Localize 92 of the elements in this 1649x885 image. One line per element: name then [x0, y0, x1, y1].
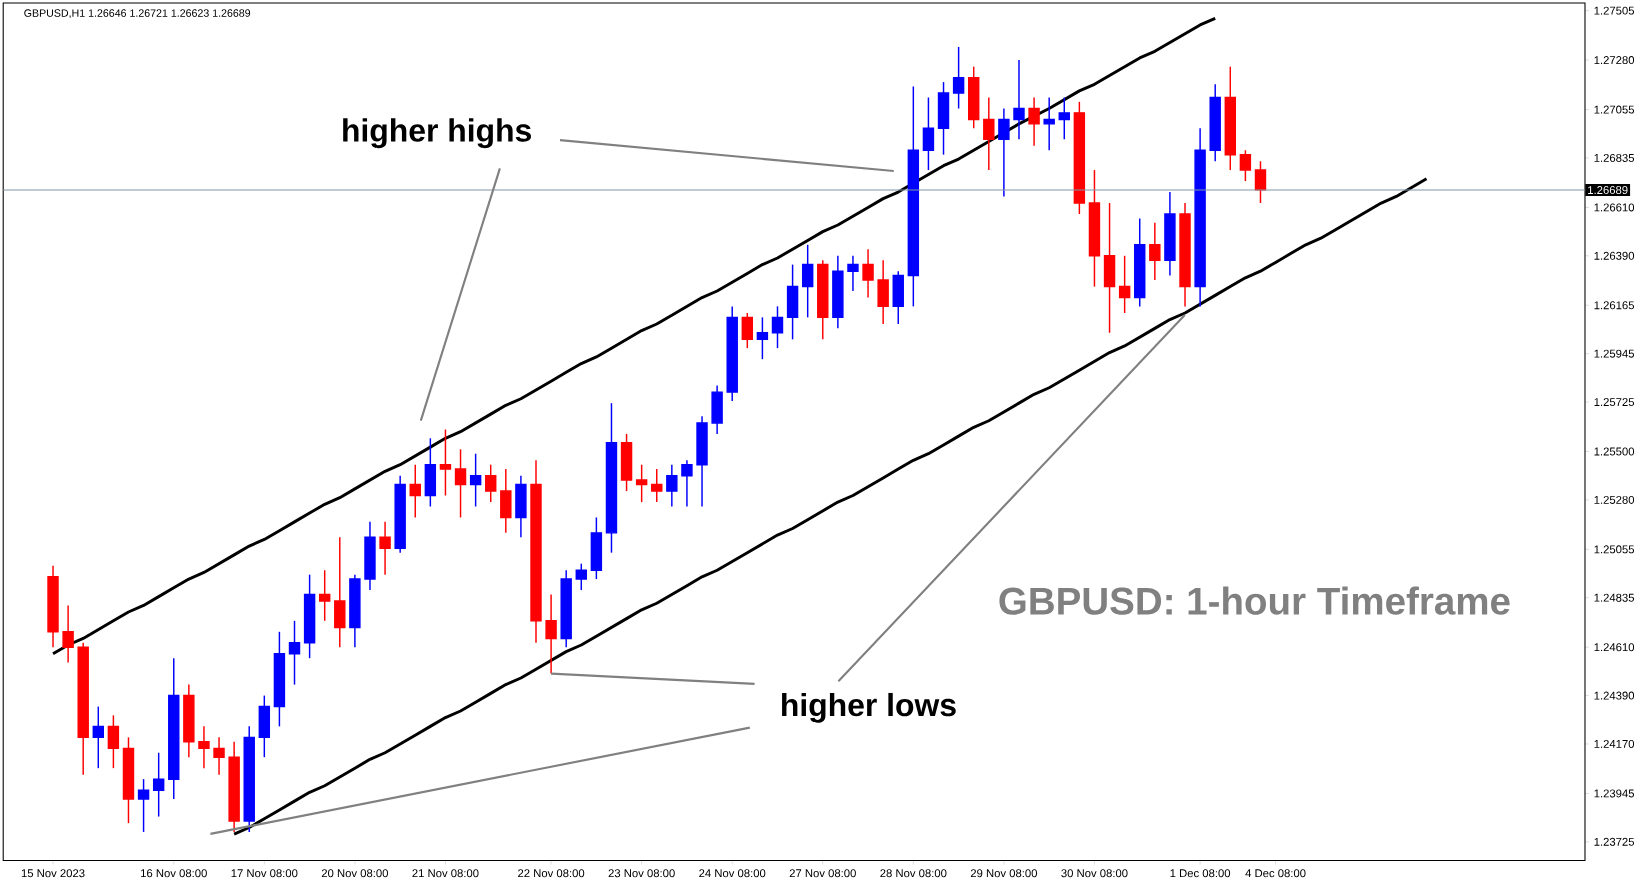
candlestick [62, 604, 74, 664]
candlestick [1179, 202, 1191, 308]
y-tick-label: 1.26165 [1594, 301, 1635, 310]
text: GBPUSD,H1 1.26646 1.26721 1.26623 1.26689 [24, 9, 251, 19]
candlestick [469, 453, 482, 508]
x-tick-label: 30 Nov 08:00 [1061, 869, 1128, 878]
annotation: GBPUSD: 1-hour Timeframe [999, 586, 1510, 616]
candlestick [560, 569, 572, 649]
y-tick-label: 1.26390 [1594, 252, 1635, 261]
candlestick [983, 96, 995, 172]
y-tick-label: 1.25725 [1594, 398, 1635, 407]
candlestick [998, 107, 1010, 198]
candlestick [228, 741, 240, 833]
y-tick-label: 1.25055 [1594, 545, 1635, 554]
candlestick [198, 725, 210, 770]
y-tick-label: 1.27055 [1594, 105, 1635, 114]
x-tick-label: 17 Nov 08:00 [231, 869, 298, 878]
candlestick [152, 752, 165, 818]
candlestick [862, 248, 874, 299]
y-tick-label: 1.27280 [1594, 56, 1635, 65]
candlestick [877, 259, 889, 325]
candlestick [726, 305, 738, 402]
candlestick [379, 521, 391, 576]
annotation: higher highs [343, 118, 531, 149]
y-tick-label: 1.23945 [1594, 789, 1635, 798]
candlestick [500, 468, 512, 534]
candlestick [1028, 96, 1040, 147]
candlestick [1164, 191, 1176, 277]
candlestick [515, 475, 527, 539]
candlestick [92, 706, 105, 770]
candlestick [832, 255, 844, 330]
candlestick [318, 569, 331, 622]
candlestick [696, 415, 708, 508]
y-tick-label: 1.24170 [1594, 740, 1635, 749]
candlestick [213, 736, 225, 776]
y-tick-label: 1.24835 [1594, 593, 1635, 602]
candlestick [711, 385, 723, 435]
x-tick-label: 20 Nov 08:00 [321, 869, 389, 878]
y-tick-label: 1.23725 [1594, 838, 1635, 847]
annotation: higher lows [782, 693, 956, 724]
candlestick [847, 255, 859, 292]
candlestick [334, 536, 346, 649]
candlestick [243, 725, 255, 833]
candlestick [1088, 169, 1101, 288]
x-tick-label: 29 Nov 08:00 [970, 869, 1038, 878]
candlestick [907, 85, 920, 308]
candlestick [273, 631, 286, 728]
y-tick-label: 1.25280 [1594, 496, 1635, 505]
candlestick [47, 565, 59, 649]
candlestick [545, 593, 557, 675]
candlestick [530, 459, 542, 644]
ref-line-label: 1.26689 [1588, 186, 1628, 195]
x-tick-label: 23 Nov 08:00 [608, 869, 675, 878]
x-tick-label: 22 Nov 08:00 [518, 869, 585, 878]
x-tick-label: 1 Dec 08:00 [1170, 869, 1231, 878]
y-tick-label: 1.26835 [1594, 154, 1635, 163]
candlestick [817, 259, 829, 341]
candlestick [77, 642, 89, 776]
candlestick [1209, 83, 1221, 163]
candlestick [605, 402, 618, 554]
candlestick [454, 448, 467, 519]
y-tick-label: 1.25945 [1594, 349, 1635, 358]
y-tick-label: 1.26610 [1594, 203, 1635, 212]
candlestick [394, 475, 406, 554]
candlestick [439, 429, 452, 497]
x-tick-label: 21 Nov 08:00 [412, 869, 479, 878]
y-tick-label: 1.25500 [1594, 447, 1635, 456]
y-tick-label: 1.24610 [1594, 643, 1635, 652]
candlestick [1043, 96, 1055, 152]
x-tick-label: 15 Nov 2023 [21, 869, 85, 878]
x-tick-label: 28 Nov 08:00 [880, 869, 947, 878]
y-tick-label: 1.27505 [1594, 6, 1635, 15]
candlestick [922, 96, 935, 172]
candlestick [349, 574, 361, 649]
candlestick [786, 264, 799, 341]
candlestick [666, 464, 678, 508]
x-tick-label: 27 Nov 08:00 [789, 869, 856, 878]
candlestick [364, 521, 376, 592]
candlestick [1149, 222, 1161, 281]
x-tick-label: 24 Nov 08:00 [699, 869, 766, 878]
y-tick-label: 1.24390 [1594, 691, 1635, 700]
candlestick [288, 620, 301, 686]
candlestick [1103, 202, 1116, 334]
candlestick [681, 459, 693, 508]
candlestick [409, 464, 421, 519]
candlestick [801, 244, 814, 319]
candlestick [183, 684, 195, 759]
candlestick [1194, 127, 1206, 308]
candlestick [1013, 59, 1025, 141]
x-tick-label: 16 Nov 08:00 [141, 869, 207, 878]
candlestick [168, 657, 180, 800]
x-tick-label: 4 Dec 08:00 [1245, 869, 1306, 878]
